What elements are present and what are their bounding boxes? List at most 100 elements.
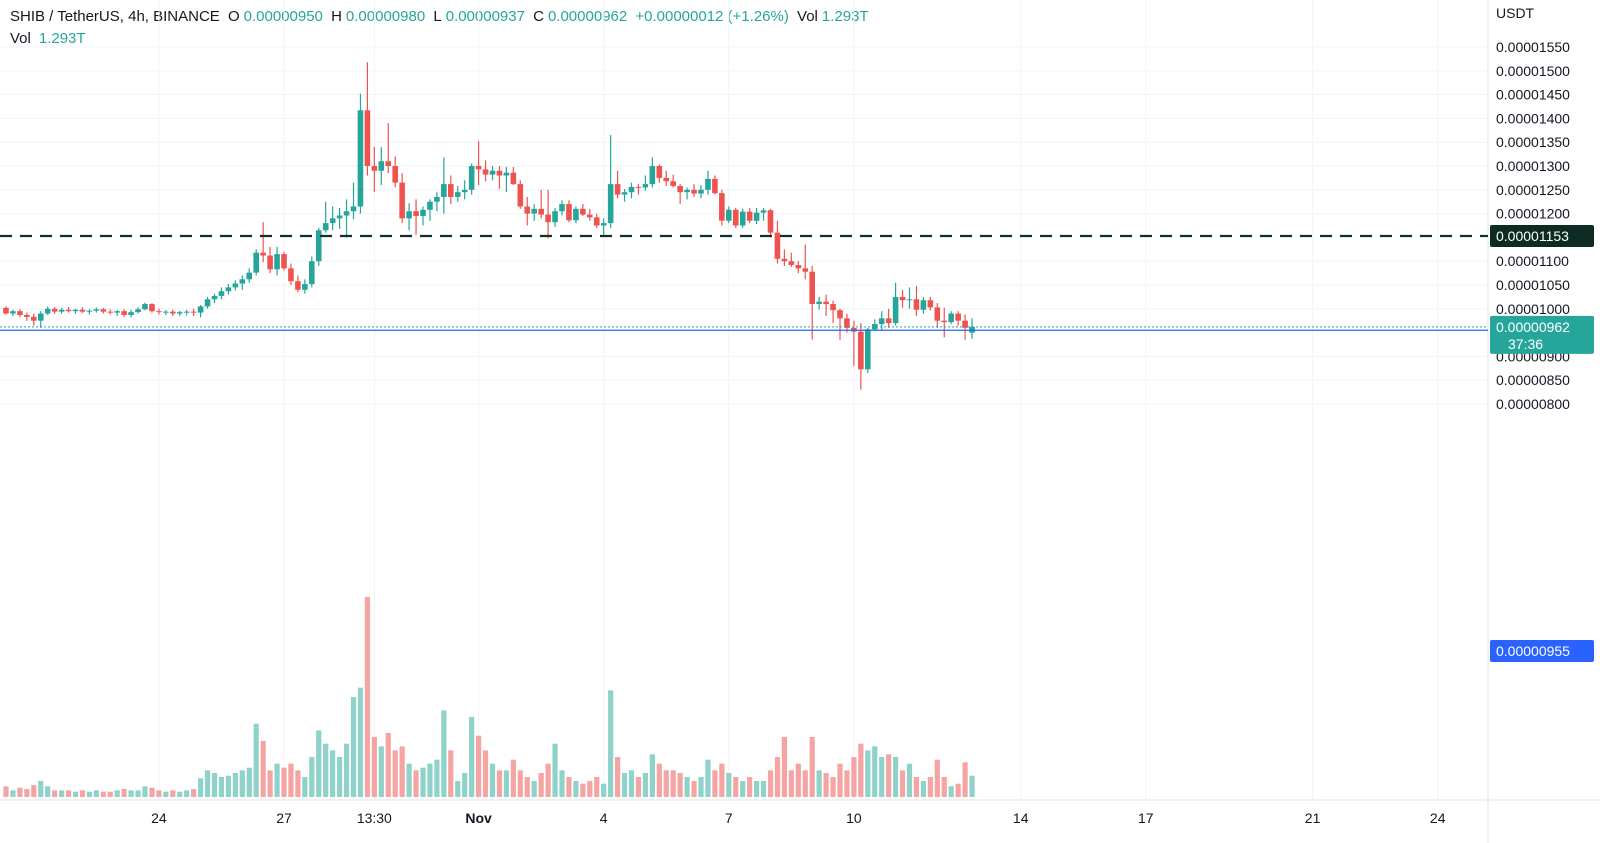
volume-bar <box>3 786 9 797</box>
candle-body <box>642 184 649 188</box>
candle-body <box>44 308 51 314</box>
candle-body <box>357 110 364 207</box>
candle-body <box>760 210 767 213</box>
candle-body <box>399 182 405 219</box>
volume-bar <box>670 770 676 797</box>
volume-bar <box>899 770 906 797</box>
candle-body <box>489 170 496 175</box>
candle-body <box>17 311 23 315</box>
candle-body <box>468 166 475 190</box>
low-value: 0.00000937 <box>445 8 525 25</box>
candle-body <box>600 223 607 226</box>
volume-bar <box>635 777 642 797</box>
candle-body <box>100 309 107 312</box>
volume-bar <box>642 773 648 797</box>
candle-body <box>670 181 676 186</box>
volume-bar <box>218 777 225 797</box>
volume-bar <box>295 770 301 797</box>
volume-bar <box>330 750 336 797</box>
volume-bar <box>927 777 933 797</box>
price-tick-label: 0.00001000 <box>1496 301 1570 317</box>
candle-body <box>156 311 162 313</box>
candle-body <box>684 189 690 193</box>
volume-bar <box>309 757 315 797</box>
candle-body <box>322 223 329 231</box>
volume-bar <box>482 750 489 797</box>
price-tick-label: 0.00001050 <box>1496 277 1570 293</box>
volume-bar <box>420 767 426 797</box>
high-value: 0.00000980 <box>345 8 426 25</box>
candle-body <box>163 311 169 313</box>
candle-body <box>510 172 517 185</box>
candle-body <box>892 296 899 324</box>
volume-bar <box>128 790 134 797</box>
price-tick-label: 0.00001200 <box>1496 206 1570 222</box>
candle-body <box>302 284 308 290</box>
volume-bar <box>920 781 926 797</box>
candle-body <box>274 254 280 270</box>
volume-bar <box>462 773 468 797</box>
price-tick-label: 0.00001400 <box>1496 110 1570 126</box>
volume-bar <box>754 781 760 797</box>
volume-bar <box>767 770 774 797</box>
volume-bar <box>246 767 252 797</box>
volume-bar <box>288 763 294 797</box>
vol-value: 1.293T <box>821 8 869 25</box>
volume-bar <box>489 763 496 797</box>
volume-bar <box>774 757 781 797</box>
candle-body <box>802 268 809 272</box>
candle-body <box>691 189 697 194</box>
volume-bar <box>684 777 690 797</box>
volume-bar <box>886 754 892 797</box>
volume-bar <box>350 697 357 797</box>
candle-body <box>65 309 72 312</box>
candle-body <box>260 252 266 256</box>
volume-bar <box>455 781 461 797</box>
price-tick-label: 0.00001250 <box>1496 182 1570 198</box>
volume-bar <box>343 743 350 797</box>
candle-body <box>559 204 565 212</box>
candle-body <box>406 211 412 219</box>
candle-body <box>475 166 482 170</box>
candle-body <box>378 161 385 171</box>
volume-bar <box>962 762 968 797</box>
volume-bar <box>149 787 155 797</box>
volume-bar <box>587 781 593 797</box>
volume-bar <box>621 773 628 797</box>
candle-body <box>343 211 350 216</box>
volume-bar <box>316 730 322 797</box>
candle-body <box>858 331 864 370</box>
candle-body <box>441 184 447 197</box>
volume-bar <box>72 791 79 797</box>
volume-bar <box>566 777 572 797</box>
candle-body <box>705 178 711 190</box>
change-value: +0.00000012 (+1.26%) <box>635 8 789 25</box>
volume-bar <box>573 781 579 797</box>
time-tick-label: 17 <box>1138 810 1154 826</box>
volume-bar <box>399 746 405 797</box>
volume-bar <box>719 763 725 797</box>
volume-bar <box>948 786 954 797</box>
last-price-tag-label: 0.00000962 <box>1496 319 1570 335</box>
candle-body <box>871 324 878 330</box>
volume-bar <box>552 743 558 797</box>
current-price-tag-label: 0.00000955 <box>1496 643 1570 659</box>
time-tick-label: 27 <box>276 810 292 826</box>
candle-body <box>899 296 906 301</box>
volume-bar <box>747 777 753 797</box>
volume-bar <box>260 741 266 797</box>
volume-bar <box>100 791 106 797</box>
volume-bar <box>608 690 614 797</box>
candle-body <box>795 265 802 269</box>
volume-bar <box>913 777 920 797</box>
candle-body <box>232 283 239 288</box>
volume-bar <box>59 790 65 797</box>
price-tick-label: 0.00001100 <box>1496 253 1569 269</box>
volume-bar <box>253 723 259 797</box>
last-price-tag <box>1490 315 1594 354</box>
volume-bar <box>86 791 92 797</box>
candle-body <box>190 311 197 313</box>
candle-body <box>816 301 822 305</box>
candle-body <box>809 271 815 305</box>
